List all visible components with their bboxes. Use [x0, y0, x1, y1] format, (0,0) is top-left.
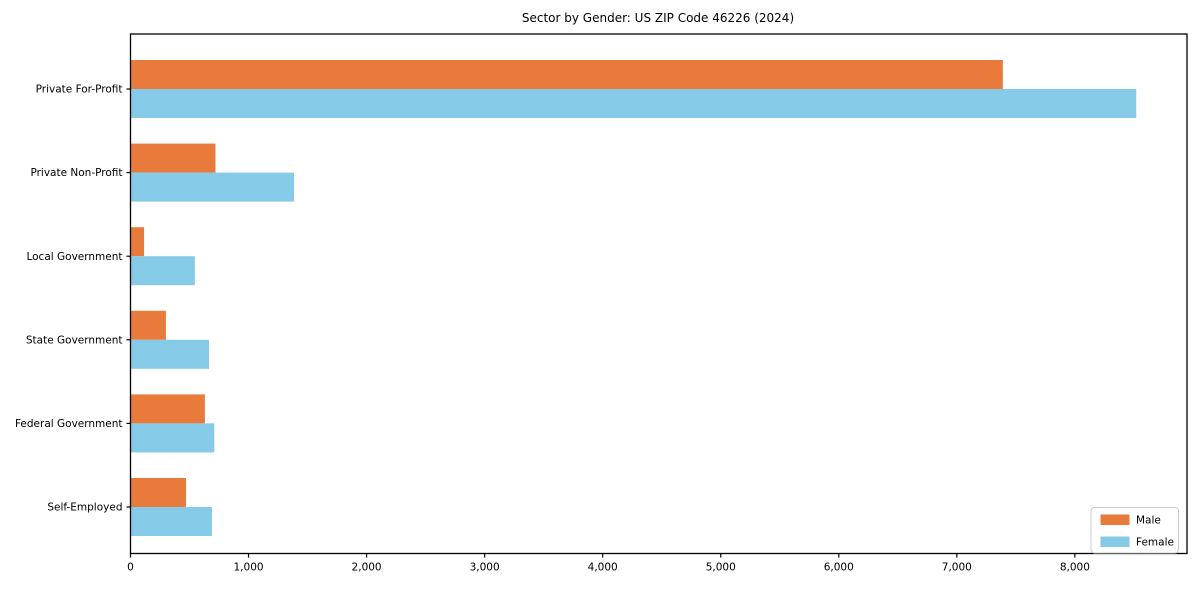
bar-female-local-government — [130, 256, 195, 286]
y-tick-label-private-for-profit: Private For-Profit — [36, 84, 123, 96]
bar-female-federal-government — [130, 423, 215, 453]
x-tick-label-3: 3,000 — [470, 562, 500, 574]
x-tick-label-2: 2,000 — [352, 562, 382, 574]
legend-label-male: Male — [1136, 515, 1161, 527]
x-tick-label-0: 0 — [127, 562, 134, 574]
bar-male-self-employed — [130, 478, 186, 507]
legend-swatch-male — [1100, 514, 1130, 525]
x-tick-label-6: 6,000 — [824, 562, 854, 574]
y-tick-label-self-employed: Self-Employed — [47, 502, 122, 514]
y-tick-label-federal-government: Federal Government — [15, 418, 123, 430]
bar-female-private-non-profit — [130, 172, 294, 202]
y-tick-label-local-government: Local Government — [26, 251, 122, 263]
bar-male-local-government — [130, 227, 145, 257]
bar-female-state-government — [130, 339, 209, 369]
plot-area: Private For-Profit Private Non-Profit Loca… — [15, 33, 1188, 574]
bar-male-private-non-profit — [130, 143, 216, 173]
x-tick-label-4: 4,000 — [588, 562, 618, 574]
chart-title: Sector by Gender: US ZIP Code 46226 (202… — [522, 11, 794, 25]
x-tick-label-5: 5,000 — [706, 562, 736, 574]
plot-frame — [129, 33, 1188, 555]
legend-label-female: Female — [1136, 537, 1174, 549]
bar-male-federal-government — [130, 394, 205, 424]
bar-male-state-government — [130, 310, 166, 340]
bar-female-self-employed — [130, 507, 212, 536]
y-tick-label-state-government: State Government — [26, 334, 123, 346]
x-tick-label-8: 8,000 — [1060, 562, 1090, 574]
x-tick-label-1: 1,000 — [234, 562, 264, 574]
legend-swatch-female — [1100, 536, 1130, 547]
bar-female-private-for-profit — [130, 89, 1137, 118]
x-tick-label-7: 7,000 — [942, 562, 972, 574]
bar-male-private-for-profit — [130, 60, 1003, 89]
y-tick-label-private-non-profit: Private Non-Profit — [30, 167, 122, 179]
